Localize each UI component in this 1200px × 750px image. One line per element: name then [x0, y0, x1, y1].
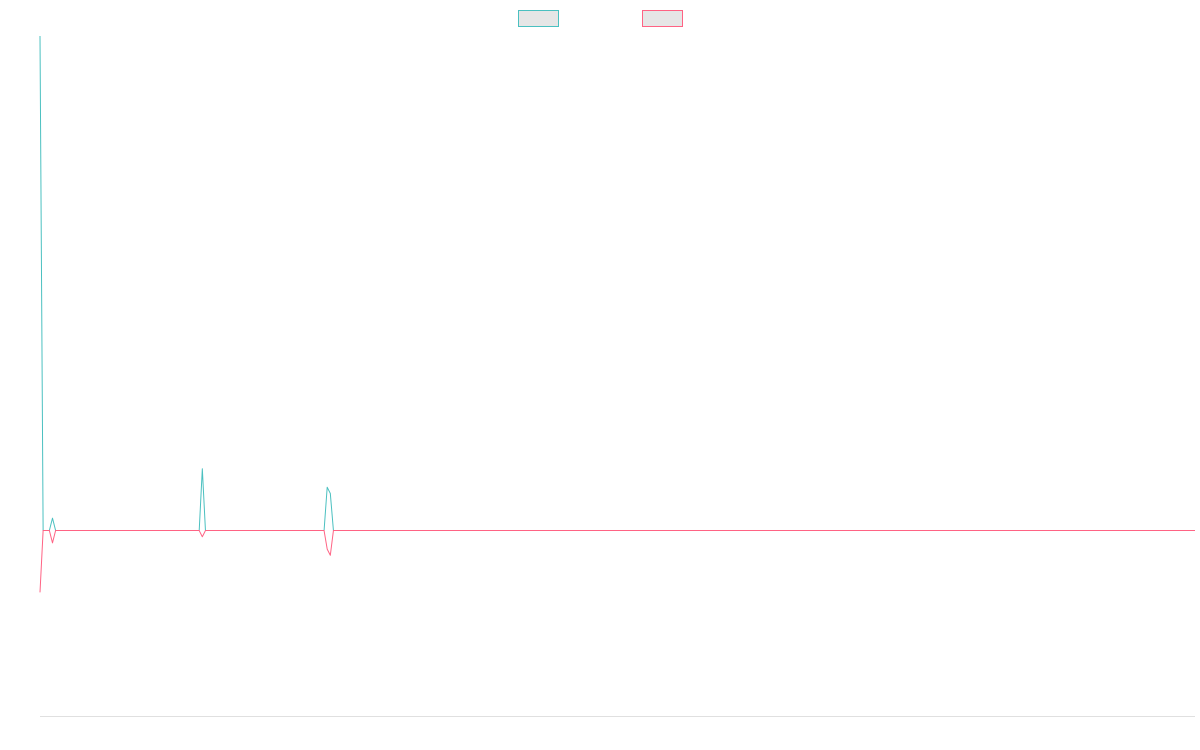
series-line-2: [39, 530, 1195, 593]
legend: [518, 10, 683, 27]
legend-swatch-2[interactable]: [642, 10, 683, 27]
legend-swatch-1[interactable]: [518, 10, 559, 27]
series-line-1: [39, 35, 1195, 532]
plot-area: [39, 35, 1195, 717]
